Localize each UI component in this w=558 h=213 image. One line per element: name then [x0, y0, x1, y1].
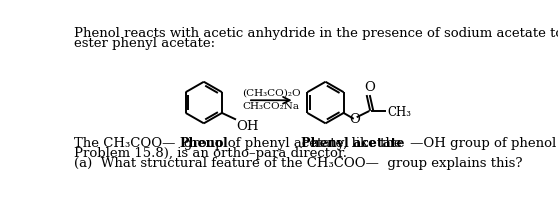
Text: (CH₃CO)₂O: (CH₃CO)₂O [242, 88, 301, 97]
Text: Phenyl acetate: Phenyl acetate [301, 137, 404, 150]
Text: (a)  What structural feature of the CH₃COO—  group explains this?: (a) What structural feature of the CH₃CO… [74, 157, 522, 170]
Text: Phenol: Phenol [180, 137, 228, 150]
Text: The CH₃COO—  group of phenyl acetate, like the  —OH group of phenol (Practice: The CH₃COO— group of phenyl acetate, lik… [74, 137, 558, 150]
Text: CH₃: CH₃ [388, 106, 412, 119]
Text: OH: OH [236, 120, 258, 133]
Text: CH₃CO₂Na: CH₃CO₂Na [243, 102, 300, 111]
Text: O: O [364, 81, 376, 94]
Text: Problem 15.8), is an ortho–para director.: Problem 15.8), is an ortho–para director… [74, 147, 347, 160]
Text: Phenol reacts with acetic anhydride in the presence of sodium acetate to produce: Phenol reacts with acetic anhydride in t… [74, 27, 558, 40]
Text: O: O [349, 113, 360, 126]
Text: ester phenyl acetate:: ester phenyl acetate: [74, 37, 215, 50]
